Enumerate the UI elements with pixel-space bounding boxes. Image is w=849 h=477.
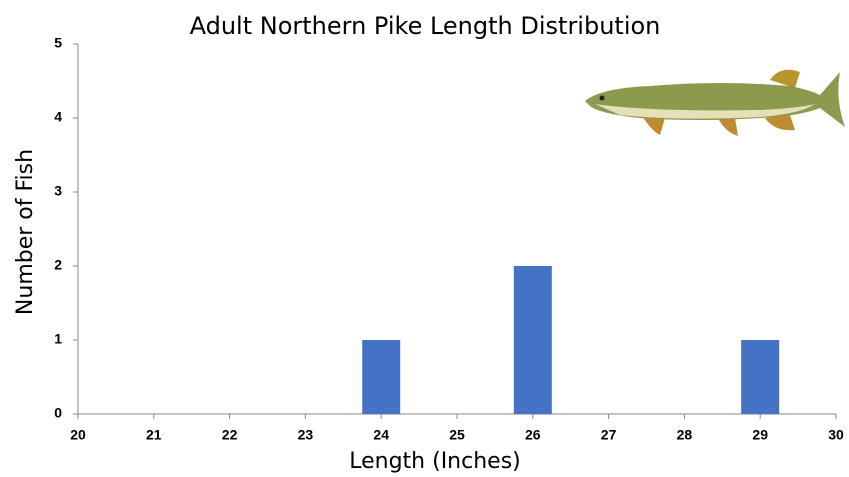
bar <box>362 340 401 414</box>
chart-title: Adult Northern Pike Length Distribution <box>190 12 661 40</box>
y-tick-label: 0 <box>54 405 62 421</box>
y-axis-title: Number of Fish <box>13 149 38 315</box>
x-tick-label: 24 <box>373 427 389 443</box>
x-tick-label: 22 <box>222 427 238 443</box>
x-tick-label: 27 <box>601 427 617 443</box>
y-tick-label: 5 <box>54 35 62 51</box>
x-axis-title: Length (Inches) <box>349 449 521 474</box>
x-tick-label: 28 <box>677 427 693 443</box>
bar <box>741 340 780 414</box>
x-tick-label: 20 <box>70 427 86 443</box>
y-tick-label: 2 <box>54 257 62 273</box>
y-tick-label: 4 <box>54 109 62 125</box>
x-tick-label: 29 <box>752 427 768 443</box>
x-tick-label: 23 <box>298 427 314 443</box>
x-tick-label: 25 <box>449 427 465 443</box>
bar <box>513 266 552 414</box>
y-tick-label: 3 <box>54 183 62 199</box>
x-tick-label: 21 <box>146 427 162 443</box>
y-tick-label: 1 <box>54 331 62 347</box>
x-tick-label: 26 <box>525 427 541 443</box>
pike-illustration <box>585 69 845 136</box>
x-tick-label: 30 <box>828 427 844 443</box>
